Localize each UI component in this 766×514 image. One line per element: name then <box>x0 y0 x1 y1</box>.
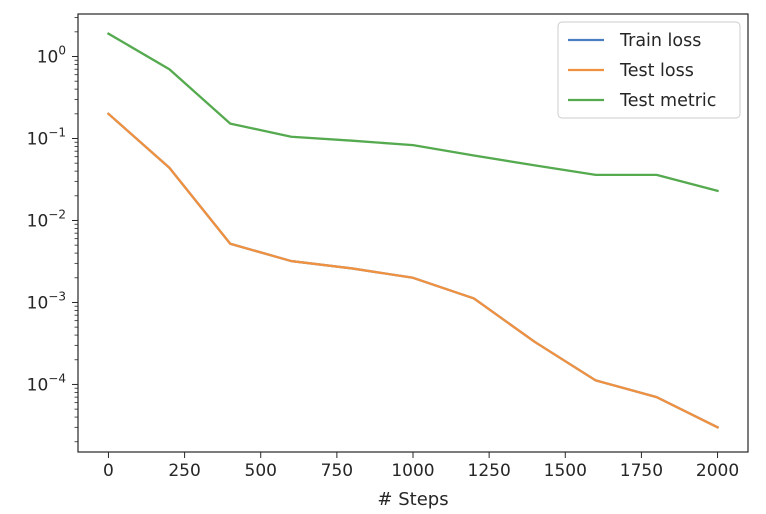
legend: Train loss Test loss Test metric <box>557 21 741 119</box>
legend-label: Test metric <box>619 91 716 111</box>
x-tick-label: 250 <box>168 461 200 481</box>
x-axis-label: # Steps <box>377 489 448 510</box>
x-tick-label: 500 <box>245 461 277 481</box>
legend-box <box>557 21 741 119</box>
y-axis: 10−4 10−3 10−2 10−1 100 <box>27 16 78 443</box>
y-tick-label: 100 <box>37 44 66 68</box>
x-tick-label: 750 <box>321 461 353 481</box>
series-line-test-metric <box>106 32 719 193</box>
y-tick-label: 10−2 <box>27 207 66 231</box>
x-tick-label: 2000 <box>696 461 739 481</box>
x-axis: 0 250 500 750 1000 1250 1500 1750 2000 <box>103 452 739 481</box>
x-tick-label: 1000 <box>391 461 434 481</box>
series-line-test-loss <box>106 112 720 429</box>
x-tick-label: 1250 <box>468 461 511 481</box>
series-layer <box>106 32 720 429</box>
x-tick-label: 1500 <box>544 461 587 481</box>
legend-label: Test loss <box>619 61 694 81</box>
y-tick-label: 10−3 <box>27 289 66 313</box>
y-tick-label: 10−4 <box>27 371 66 395</box>
x-tick-label: 0 <box>103 461 114 481</box>
legend-label: Train loss <box>619 31 701 51</box>
y-tick-label: 10−1 <box>27 125 66 149</box>
x-tick-label: 1750 <box>620 461 663 481</box>
